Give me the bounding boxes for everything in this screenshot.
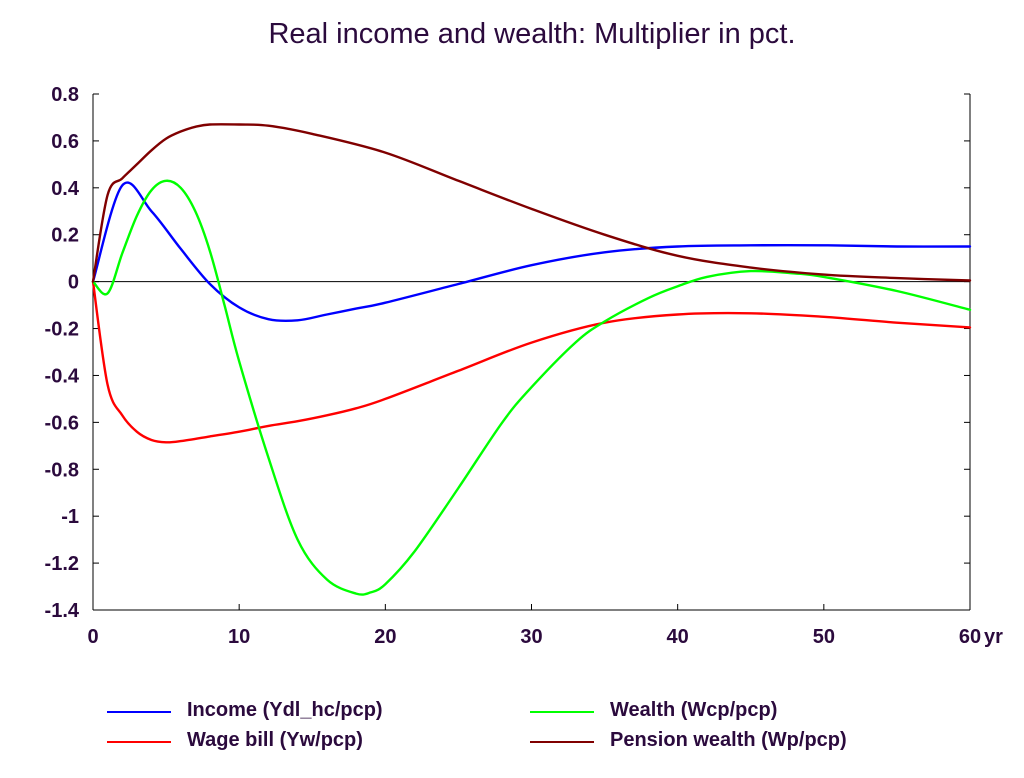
x-tick-label: 60 <box>959 626 981 648</box>
x-tick-label: 10 <box>228 626 250 648</box>
x-tick-label: 30 <box>520 626 542 648</box>
y-tick-label: -1.4 <box>45 600 80 622</box>
x-tick-label: 40 <box>667 626 689 648</box>
y-tick-label: -0.4 <box>45 365 80 387</box>
y-tick-label: -0.2 <box>45 319 79 341</box>
pension-wealth-line <box>91 123 972 283</box>
y-tick-label: -1.2 <box>45 553 79 575</box>
y-tick-label: 0.8 <box>51 84 79 106</box>
wage-bill-line <box>91 280 972 444</box>
wealth-line <box>91 179 972 596</box>
y-tick-label: 0 <box>68 272 79 294</box>
x-tick-label: 0 <box>87 626 98 648</box>
y-tick-label: -1 <box>61 506 79 528</box>
y-tick-label: -0.8 <box>45 459 79 481</box>
income-line <box>91 181 972 323</box>
x-tick-label: 50 <box>813 626 835 648</box>
x-tick-label: 20 <box>374 626 396 648</box>
y-tick-label: 0.2 <box>51 225 79 247</box>
x-unit-label: yr <box>984 626 1003 648</box>
y-tick-label: 0.6 <box>51 131 79 153</box>
y-tick-label: -0.6 <box>45 412 79 434</box>
chart-title: Real income and wealth: Multiplier in pc… <box>268 18 796 50</box>
y-tick-label: 0.4 <box>51 178 80 200</box>
